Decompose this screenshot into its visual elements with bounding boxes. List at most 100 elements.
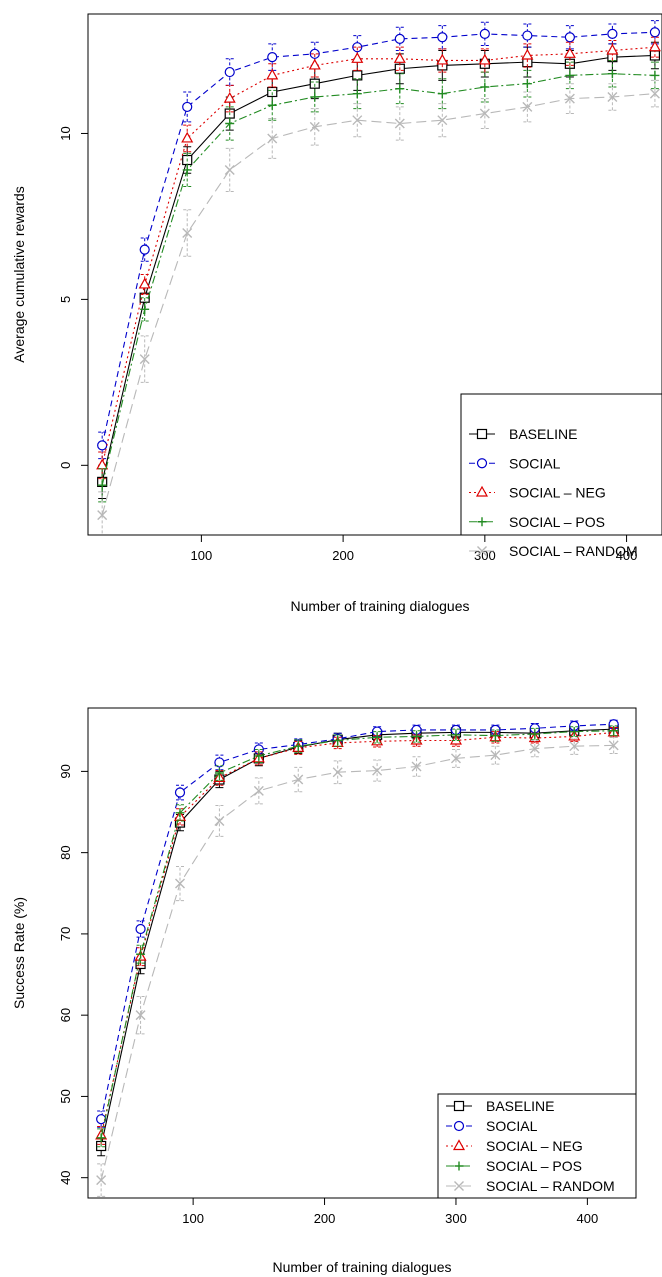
data-point [490,731,500,741]
error-bar [225,84,234,113]
series-1 [96,719,619,1128]
y-tick-label: 70 [58,927,73,941]
legend-marker [477,546,487,556]
y-axis-label: Average cumulative rewards [11,186,27,362]
legend-item-0: BASELINE [469,426,577,442]
chart-average-cumulative-rewards: 100 200 300 400 0 5 10 Number of training dialo… [11,13,662,614]
y-tick-label: 90 [58,764,73,778]
x-tick-label: 400 [577,1211,599,1226]
data-point [450,753,461,764]
data-point [480,82,490,92]
x-tick-label: 200 [332,548,354,563]
series-line [100,744,614,1181]
legend-item-4: SOCIAL – RANDOM [469,543,638,559]
data-point [267,100,277,110]
data-point [224,164,235,175]
series-line [101,93,655,516]
error-bar [136,995,145,1035]
error-bar [183,91,192,123]
legend-label: SOCIAL [486,1118,538,1134]
data-point [182,101,193,113]
data-point [266,68,279,80]
series-line [100,723,614,1120]
data-point [412,731,422,741]
data-point [309,48,320,59]
data-point [293,774,304,785]
series-4 [96,736,619,1197]
data-point [332,767,343,778]
legend-item-4: SOCIAL – RANDOM [446,1178,615,1194]
legend-label: BASELINE [486,1098,554,1114]
legend-item-2: SOCIAL – NEG [469,485,606,501]
error-bar [650,79,659,108]
series-line [101,73,655,486]
data-point [253,785,264,796]
series-4 [97,79,660,535]
data-point [649,27,661,38]
legend-item-1: SOCIAL [446,1118,538,1134]
y-tick-label: 60 [58,1008,73,1022]
data-point [609,726,619,736]
series-3 [97,59,660,503]
series-0 [96,722,619,1157]
data-point [223,91,236,103]
data-point [181,131,194,143]
data-point [490,750,501,761]
y-tick-label: 5 [58,296,73,303]
error-bar [523,69,532,98]
x-axis-label: Number of training dialogues [273,1259,452,1275]
legend-label: SOCIAL [509,455,561,471]
y-tick-label: 40 [58,1170,73,1184]
data-point [437,115,448,126]
error-bar [395,73,404,105]
data-point [529,743,540,754]
data-point [436,53,449,65]
data-point [451,730,461,740]
data-point [352,70,363,81]
data-point [310,92,320,102]
data-point [214,815,225,826]
data-point [309,121,320,132]
data-point [182,228,193,239]
legend-label: SOCIAL – POS [509,514,605,530]
error-bar [438,78,447,110]
error-bar [608,83,617,111]
error-bar [565,61,574,90]
legend-box [460,393,662,536]
series-3 [96,725,619,1148]
data-point [569,741,580,752]
data-point [522,30,533,41]
legend-item-2: SOCIAL – NEG [446,1138,583,1154]
data-point [352,89,362,99]
data-point [96,458,109,470]
error-bar [609,736,618,755]
legend-marker [454,1181,464,1191]
data-point [395,84,405,94]
data-point [437,89,447,99]
y-tick-label: 10 [58,126,73,140]
data-point [478,53,491,65]
series-2 [96,36,661,480]
data-point [608,740,619,751]
data-point [97,440,108,451]
y-axis-label: Success Rate (%) [11,897,27,1009]
data-point [479,28,490,40]
data-point [135,923,146,935]
error-bar [254,777,263,805]
data-point [564,93,575,104]
data-point [351,52,364,63]
data-point [393,52,406,63]
x-tick-label: 400 [616,548,638,563]
error-bar [310,108,319,146]
error-bar [268,89,277,121]
plot-frame [87,707,637,1199]
data-point [309,78,320,89]
y-tick-label: 0 [58,462,73,469]
data-point [522,101,533,112]
x-tick-label: 300 [445,1211,467,1226]
error-bar [310,81,319,113]
data-point [139,354,150,365]
error-bar [353,78,362,110]
legend-label: SOCIAL – POS [486,1158,582,1174]
